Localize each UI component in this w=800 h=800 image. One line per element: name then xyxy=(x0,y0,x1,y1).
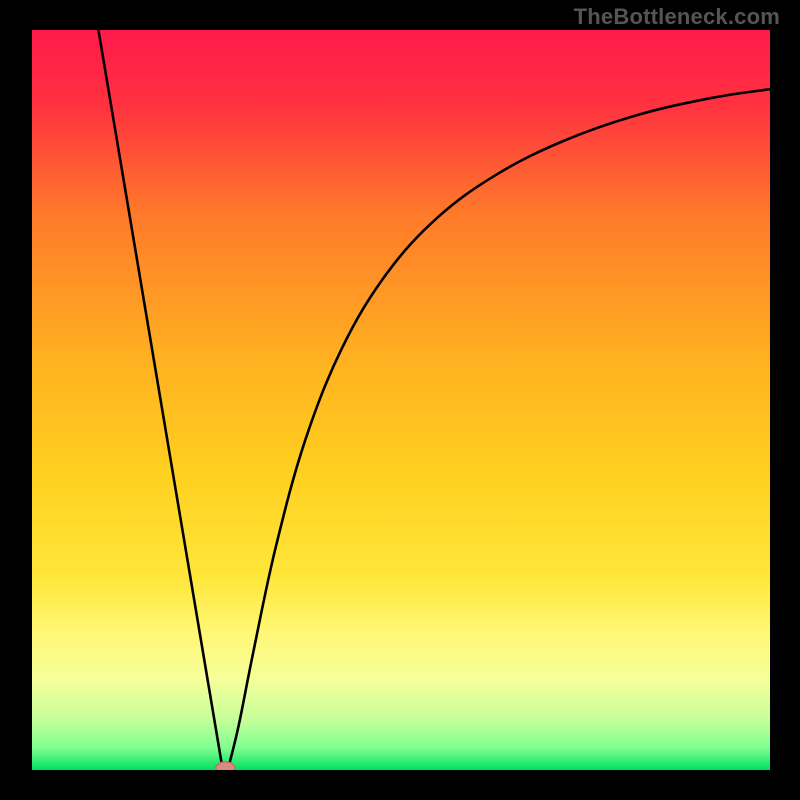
watermark-text: TheBottleneck.com xyxy=(574,4,780,30)
gradient-background xyxy=(32,30,770,770)
plot-area xyxy=(32,30,770,770)
minimum-marker xyxy=(216,762,235,770)
chart-frame: TheBottleneck.com xyxy=(0,0,800,800)
bottleneck-curve-chart xyxy=(32,30,770,770)
